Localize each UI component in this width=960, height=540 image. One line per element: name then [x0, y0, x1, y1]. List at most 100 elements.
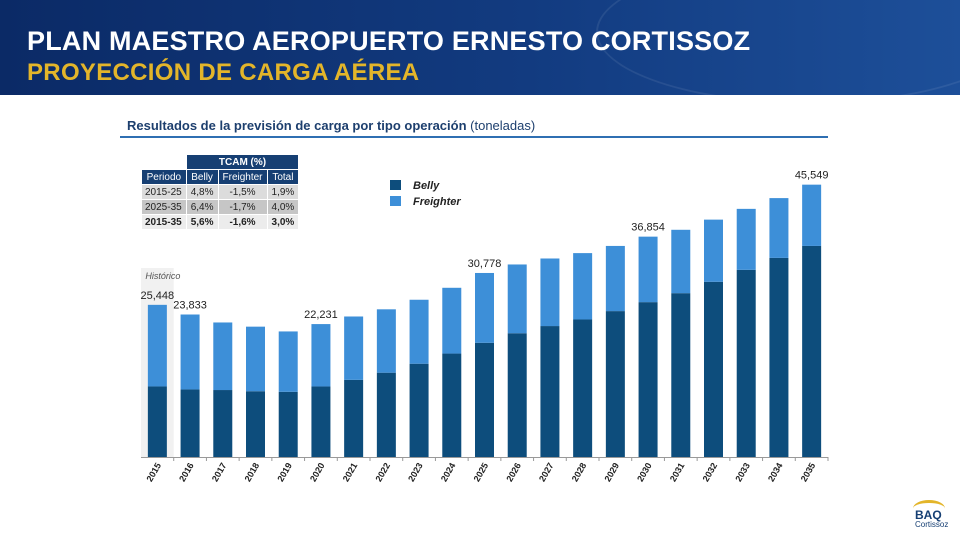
data-label: 22,231	[304, 309, 338, 321]
x-tick-label: 2029	[602, 461, 621, 483]
bar-belly-2023	[409, 363, 429, 457]
tcam-cell: 3,0%	[266, 214, 300, 230]
bar-belly-2033	[736, 269, 756, 457]
bar-belly-2019	[278, 391, 298, 457]
tcam-row: 2015-25 4,8% -1,5% 1,9%	[141, 184, 300, 200]
x-tick-label: 2030	[635, 461, 654, 483]
baq-logo: BAQ Cortissoz	[905, 500, 951, 536]
bar-freighter-2019	[278, 331, 298, 392]
bar-belly-2018	[246, 391, 265, 457]
page-subtitle: PROYECCIÓN DE CARGA AÉREA	[27, 59, 420, 86]
x-tick-label: 2021	[341, 461, 360, 483]
data-label: 36,854	[631, 222, 665, 234]
bar-freighter-2032	[704, 219, 723, 282]
x-tick-label: 2034	[766, 461, 785, 483]
bar-belly-2020	[311, 386, 331, 457]
tcam-col-periodo: Periodo	[141, 169, 187, 185]
x-tick-label: 2033	[733, 461, 752, 483]
tcam-cell: 6,4%	[185, 199, 219, 215]
x-tick-label: 2015	[144, 461, 163, 483]
bar-belly-2015	[147, 386, 167, 457]
page-title: PLAN MAESTRO AEROPUERTO ERNESTO CORTISSO…	[27, 26, 751, 56]
logo-text: BAQ	[915, 508, 942, 522]
header-banner: PLAN MAESTRO AEROPUERTO ERNESTO CORTISSO…	[0, 0, 960, 95]
x-tick-label: 2022	[373, 461, 392, 483]
bar-freighter-2031	[671, 229, 691, 294]
bar-freighter-2017	[213, 322, 233, 391]
tcam-row: 2025-35 6,4% -1,7% 4,0%	[141, 199, 300, 215]
x-tick-label: 2018	[243, 461, 262, 483]
bar-freighter-2021	[344, 316, 364, 380]
legend-label-belly: Belly	[413, 180, 440, 192]
bar-belly-2017	[213, 390, 233, 457]
bar-belly-2027	[540, 326, 560, 457]
x-tick-label: 2025	[472, 461, 491, 483]
bar-freighter-2033	[736, 208, 756, 270]
tcam-cell: 1,9%	[266, 184, 300, 200]
bar-freighter-2022	[376, 309, 396, 373]
tcam-col-total: Total	[266, 169, 300, 185]
bar-belly-2021	[344, 379, 364, 457]
tcam-cell: -1,6%	[217, 214, 268, 230]
bar-freighter-2035	[802, 184, 822, 246]
tcam-cell: 4,0%	[266, 199, 300, 215]
x-tick-label: 2035	[799, 461, 818, 483]
chart-heading: Resultados de la previsión de carga por …	[127, 118, 535, 133]
legend-swatch-belly	[390, 180, 401, 190]
chart-heading-main: Resultados de la previsión de carga por …	[127, 118, 467, 133]
tcam-cell: 2015-35	[141, 214, 187, 230]
tcam-cell: 2015-25	[141, 184, 187, 200]
bar-belly-2035	[802, 245, 822, 457]
bar-freighter-2018	[246, 326, 265, 392]
chart-heading-unit: (toneladas)	[470, 118, 536, 133]
bar-freighter-2015	[147, 304, 167, 387]
bar-belly-2024	[442, 353, 462, 457]
data-label: 23,833	[173, 299, 207, 311]
legend-swatch-freighter	[390, 196, 401, 206]
tcam-cell: -1,5%	[217, 184, 268, 200]
bar-belly-2030	[638, 302, 658, 457]
tcam-col-freighter: Freighter	[217, 169, 268, 185]
bar-belly-2016	[180, 389, 200, 457]
bar-freighter-2016	[180, 314, 200, 390]
tcam-col-belly: Belly	[185, 169, 219, 185]
logo-arc-icon	[913, 500, 945, 517]
heading-rule	[120, 136, 828, 138]
bar-belly-2022	[376, 372, 396, 457]
bar-freighter-2034	[769, 198, 789, 258]
logo-subtext: Cortissoz	[915, 520, 949, 529]
x-tick-label: 2020	[308, 461, 327, 483]
x-tick-label: 2026	[504, 461, 523, 483]
bar-belly-2028	[573, 319, 593, 457]
bar-freighter-2024	[442, 287, 462, 354]
bar-belly-2029	[605, 311, 625, 457]
x-tick-label: 2019	[275, 461, 294, 483]
tcam-cell: -1,7%	[217, 199, 268, 215]
tcam-cell: 5,6%	[185, 214, 219, 230]
x-tick-label: 2017	[210, 461, 229, 483]
bar-freighter-2020	[311, 324, 331, 387]
x-tick-label: 2023	[406, 461, 425, 483]
legend-label-freighter: Freighter	[413, 196, 461, 208]
bar-belly-2026	[507, 333, 527, 457]
x-tick-label: 2032	[701, 461, 720, 483]
x-tick-label: 2024	[439, 461, 458, 483]
bar-freighter-2026	[507, 264, 527, 334]
x-tick-label: 2016	[177, 461, 196, 483]
x-tick-label: 2027	[537, 461, 556, 483]
data-label: 25,448	[141, 290, 175, 302]
tcam-title: TCAM (%)	[185, 154, 300, 170]
data-label: 45,549	[795, 170, 829, 182]
bar-belly-2031	[671, 293, 691, 457]
tcam-cell: 2025-35	[141, 199, 187, 215]
tcam-table: TCAM (%) Periodo Belly Freighter Total 2…	[141, 154, 300, 230]
data-label: 30,778	[468, 258, 502, 270]
bar-belly-2025	[475, 342, 494, 457]
x-tick-label: 2028	[570, 461, 589, 483]
bar-belly-2034	[769, 257, 789, 457]
historic-annotation: Histórico	[145, 271, 180, 281]
bar-freighter-2029	[605, 245, 625, 312]
bar-freighter-2028	[573, 253, 593, 320]
bar-belly-2032	[704, 281, 723, 457]
bar-freighter-2025	[475, 272, 494, 343]
